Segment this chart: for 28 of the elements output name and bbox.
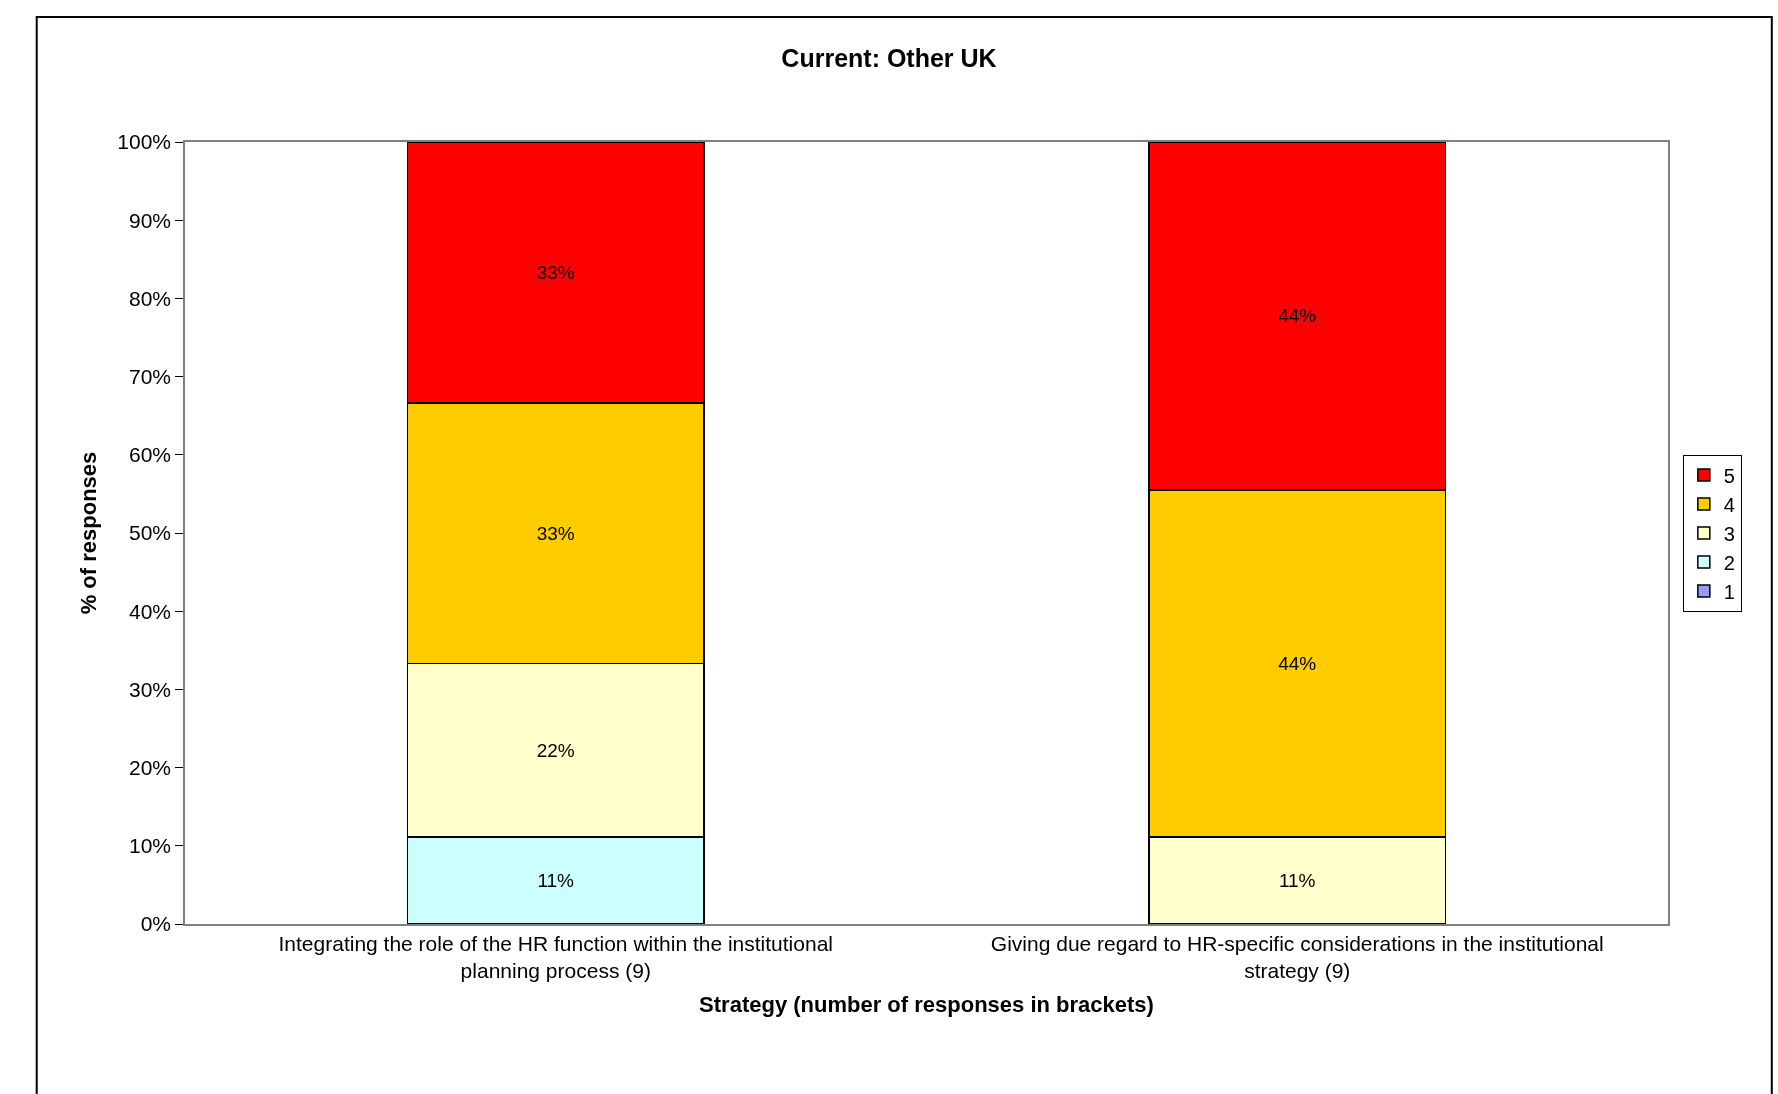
- y-axis-title: % of responses: [75, 451, 101, 615]
- x-axis-title: Strategy (number of responses in brackets): [699, 991, 1154, 1017]
- y-tick-label: 20%: [129, 755, 172, 779]
- y-tick-label: 0%: [140, 912, 172, 936]
- data-label: 11%: [1278, 870, 1316, 892]
- legend-label: 1: [1723, 580, 1735, 603]
- data-label: 44%: [1278, 653, 1317, 675]
- y-tick-label: 50%: [129, 521, 172, 545]
- data-label: 11%: [537, 870, 575, 892]
- y-tick-label: 80%: [129, 286, 172, 310]
- legend-label: 5: [1723, 464, 1735, 487]
- y-tick-label: 90%: [129, 208, 172, 232]
- y-tick-label: 70%: [129, 364, 172, 388]
- y-tick-label: 60%: [129, 443, 172, 467]
- chart-title: Current: Other UK: [781, 43, 997, 72]
- y-tick-label: 30%: [129, 677, 172, 701]
- legend-label: 3: [1723, 522, 1735, 545]
- x-tick-label: Integrating the role of the HR function within the institutional planning process (9): [278, 931, 833, 983]
- data-label: 44%: [1278, 305, 1317, 327]
- legend-label: 4: [1723, 493, 1735, 516]
- data-label: 22%: [536, 739, 575, 761]
- legend-label: 2: [1723, 551, 1735, 574]
- y-tick-label: 40%: [129, 599, 172, 623]
- data-label: 33%: [536, 522, 575, 544]
- data-label: 33%: [536, 262, 575, 284]
- y-tick-label: 10%: [129, 834, 172, 858]
- y-tick-label: 100%: [117, 130, 172, 154]
- x-tick-label: Giving due regard to HR-specific considerations in the institutional strategy (9): [990, 931, 1604, 983]
